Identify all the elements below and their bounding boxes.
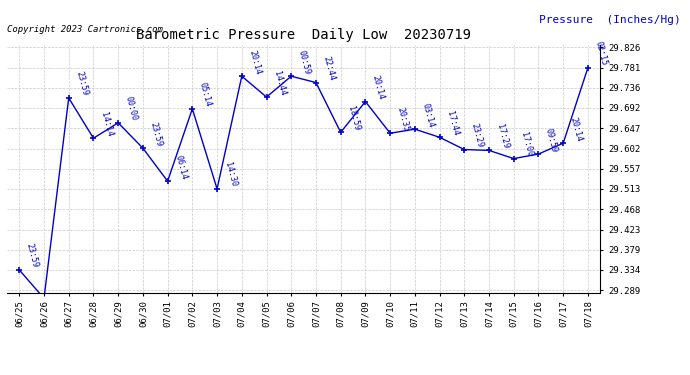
Text: 06:14: 06:14 xyxy=(173,154,188,180)
Text: 03:14: 03:14 xyxy=(420,102,435,128)
Text: 14:44: 14:44 xyxy=(272,70,287,96)
Text: 14:14: 14:14 xyxy=(99,111,114,137)
Text: 17:29: 17:29 xyxy=(495,123,510,150)
Text: 14:30: 14:30 xyxy=(223,162,238,188)
Text: 09:59: 09:59 xyxy=(544,127,559,153)
Text: 22:44: 22:44 xyxy=(322,55,337,82)
Text: 23:59: 23:59 xyxy=(148,121,164,147)
Text: 23:59: 23:59 xyxy=(25,243,40,269)
Text: 06:00: 06:00 xyxy=(0,374,1,375)
Text: 02:15: 02:15 xyxy=(593,40,609,67)
Text: 23:59: 23:59 xyxy=(75,70,90,97)
Text: 23:29: 23:29 xyxy=(470,122,485,149)
Title: Barometric Pressure  Daily Low  20230719: Barometric Pressure Daily Low 20230719 xyxy=(136,28,471,42)
Text: 20:14: 20:14 xyxy=(371,74,386,101)
Text: 05:14: 05:14 xyxy=(198,81,213,108)
Text: 17:00: 17:00 xyxy=(520,131,535,158)
Text: Copyright 2023 Cartronics.com: Copyright 2023 Cartronics.com xyxy=(7,25,163,34)
Text: 00:59: 00:59 xyxy=(297,49,312,75)
Text: 20:14: 20:14 xyxy=(247,49,262,75)
Text: 20:35: 20:35 xyxy=(395,106,411,132)
Text: Pressure  (Inches/Hg): Pressure (Inches/Hg) xyxy=(539,15,680,25)
Text: 18:59: 18:59 xyxy=(346,105,362,132)
Text: 20:14: 20:14 xyxy=(569,116,584,142)
Text: 17:44: 17:44 xyxy=(445,110,460,136)
Text: 00:00: 00:00 xyxy=(124,96,139,122)
